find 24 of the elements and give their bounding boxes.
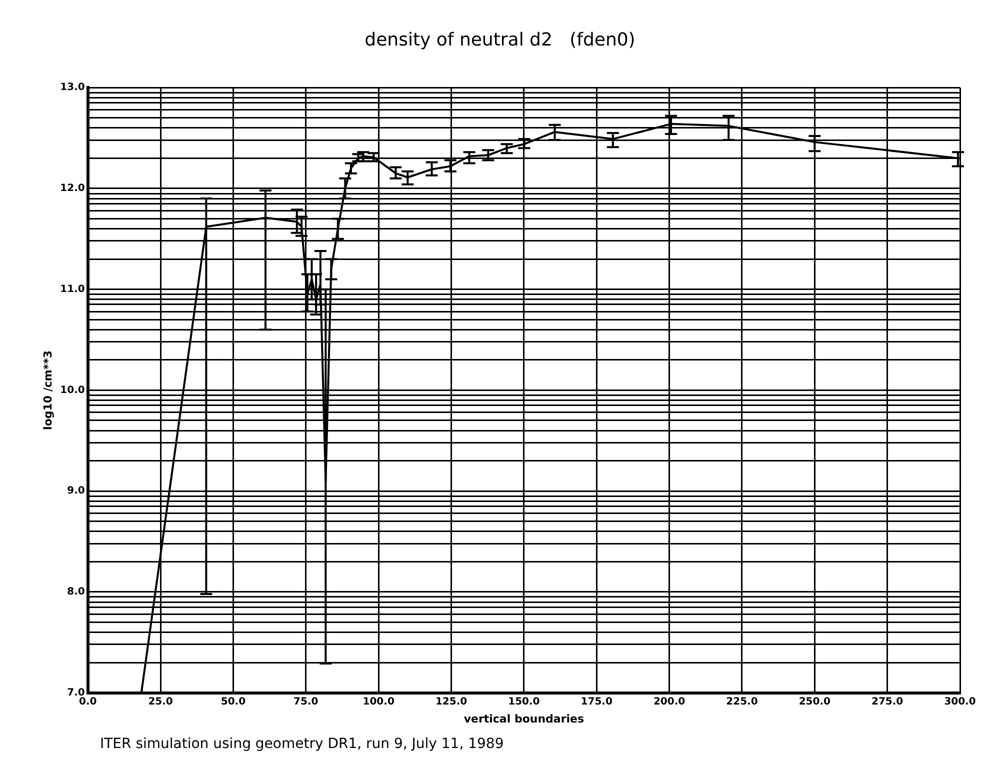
y-tick-label: 7.0 — [67, 687, 85, 698]
x-tick-label: 275.0 — [872, 696, 904, 708]
x-tick-label: 25.0 — [148, 696, 173, 708]
x-axis-title: vertical boundaries — [464, 712, 584, 726]
x-tick-label: 300.0 — [944, 696, 976, 708]
x-tick-label: 50.0 — [220, 696, 246, 708]
x-tick-label: 100.0 — [362, 696, 394, 708]
chart-title: density of neutral d2 (fden0) — [364, 29, 636, 50]
x-tick-label: 150.0 — [508, 696, 540, 708]
y-tick-label: 9.0 — [67, 486, 85, 497]
y-tick-label: 11.0 — [60, 284, 85, 295]
y-axis-title: log10 /cm**3 — [41, 350, 54, 430]
x-tick-label: 125.0 — [435, 696, 468, 708]
x-tick-label: 250.0 — [798, 696, 830, 708]
y-tick-label: 13.0 — [60, 82, 85, 94]
text: ITER simulation using geometry DR1, run 9, July 11, 1989 — [100, 736, 504, 752]
x-tick-label: 75.0 — [294, 696, 318, 708]
x-tick-label: 175.0 — [580, 696, 612, 708]
x-tick-label: 200.0 — [653, 696, 686, 708]
y-tick-label: 10.0 — [60, 384, 85, 396]
x-tick-label: 225.0 — [726, 696, 758, 708]
y-tick-label: 12.0 — [60, 183, 85, 194]
y-tick-label: 8.0 — [67, 586, 85, 598]
x-tick-label: 0.0 — [79, 696, 97, 708]
